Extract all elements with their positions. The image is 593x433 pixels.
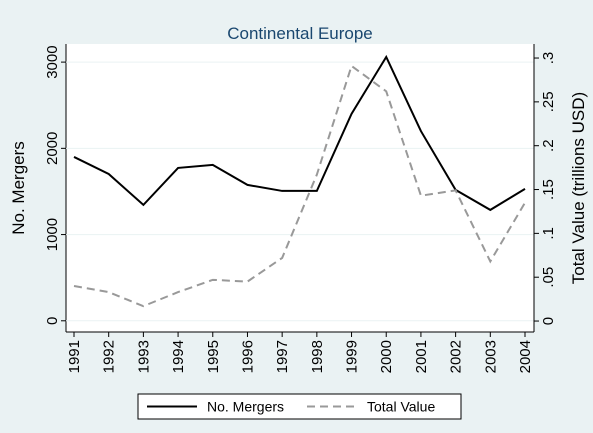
y2-tick-label: .1	[540, 227, 557, 240]
x-tick-label: 1998	[309, 340, 326, 373]
x-tick-label: 2001	[413, 340, 430, 373]
y-tick-label: 1000	[44, 218, 61, 251]
x-tick-label: 1994	[170, 340, 187, 373]
plot-area	[66, 44, 534, 332]
x-tick-label: 1993	[135, 340, 152, 373]
x-tick-label: 1997	[274, 340, 291, 373]
y-axis-title: No. Mergers	[9, 141, 28, 235]
y2-axis-title: Total Value (trillions USD)	[569, 92, 588, 284]
y2-tick-label: .2	[540, 139, 557, 152]
line-series	[73, 54, 526, 212]
x-tick-label: 1991	[66, 340, 83, 373]
y2-tick-label: 0	[540, 317, 557, 325]
x-tick-label: 2004	[517, 340, 534, 373]
x-tick-label: 2002	[448, 340, 465, 373]
chart-title: Continental Europe	[227, 24, 373, 43]
x-tick-label: 2000	[378, 340, 395, 373]
y2-tick-label: .3	[540, 52, 557, 65]
x-tick-label: 2003	[482, 340, 499, 373]
legend-label: No. Mergers	[207, 399, 284, 415]
line-series	[73, 64, 526, 308]
x-tick-label: 1995	[205, 340, 222, 373]
y-tick-label: 3000	[44, 45, 61, 78]
y2-tick-label: .25	[540, 91, 557, 112]
x-tick-label: 1999	[344, 340, 361, 373]
y2-tick-label: .05	[540, 267, 557, 288]
y-tick-label: 2000	[44, 132, 61, 165]
x-tick-label: 1992	[101, 340, 118, 373]
x-tick-label: 1996	[239, 340, 256, 373]
y-tick-label: 0	[44, 317, 61, 325]
y2-tick-label: .15	[540, 179, 557, 200]
legend-label: Total Value	[367, 399, 435, 415]
